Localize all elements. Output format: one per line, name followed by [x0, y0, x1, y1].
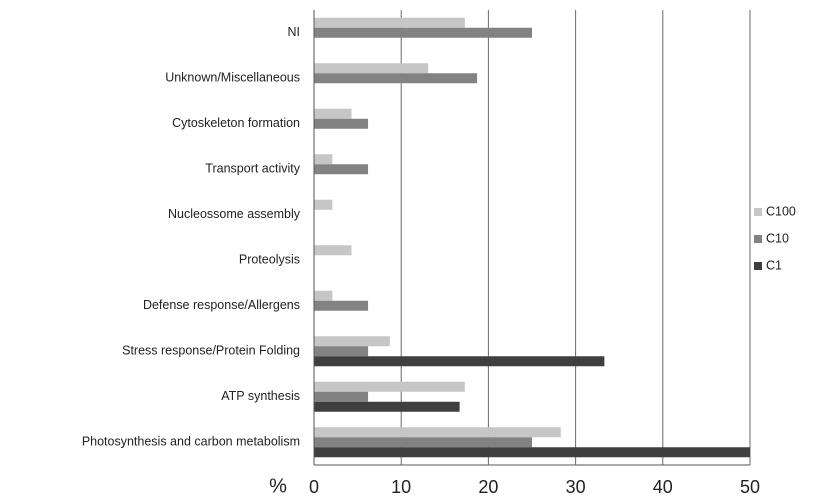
bar — [314, 164, 369, 175]
bar — [314, 199, 333, 210]
y-tick-label: ATP synthesis — [221, 389, 300, 403]
bar — [314, 17, 465, 28]
bar — [314, 154, 333, 165]
legend-label: C100 — [766, 204, 796, 218]
bar — [314, 447, 750, 458]
bar — [314, 108, 352, 119]
bar — [314, 336, 390, 347]
y-tick-label: Cytoskeleton formation — [172, 116, 300, 130]
bar — [314, 427, 561, 438]
y-tick-label: NI — [288, 25, 301, 39]
x-tick-label: 20 — [478, 477, 498, 497]
bar — [314, 118, 369, 129]
bar — [314, 437, 532, 448]
x-tick-label: 0 — [309, 477, 319, 497]
y-tick-label: Photosynthesis and carbon metabolism — [82, 435, 300, 449]
x-tick-label: 10 — [391, 477, 411, 497]
legend-swatch — [754, 262, 762, 270]
bar — [314, 27, 532, 38]
y-tick-label: Transport activity — [205, 162, 300, 176]
bar — [314, 63, 429, 74]
x-axis-label: % — [269, 475, 287, 497]
x-tick-label: 30 — [566, 477, 586, 497]
x-tick-label: 40 — [653, 477, 673, 497]
legend-swatch — [754, 235, 762, 243]
legend-label: C1 — [766, 258, 782, 272]
y-tick-label: Defense response/Allergens — [143, 298, 300, 312]
bar — [314, 356, 605, 367]
y-tick-label: Nucleossome assembly — [168, 207, 301, 221]
bar — [314, 391, 369, 402]
legend-label: C10 — [766, 231, 789, 245]
bar — [314, 346, 369, 357]
y-tick-label: Proteolysis — [239, 253, 300, 267]
bar — [314, 401, 460, 412]
bar — [314, 73, 478, 84]
bar — [314, 381, 465, 392]
y-tick-label: Stress response/Protein Folding — [122, 344, 300, 358]
bar — [314, 245, 352, 256]
bar — [314, 300, 369, 311]
x-tick-label: 50 — [740, 477, 760, 497]
y-tick-label: Unknown/Miscellaneous — [165, 71, 300, 85]
legend-swatch — [754, 208, 762, 216]
bar — [314, 290, 333, 301]
